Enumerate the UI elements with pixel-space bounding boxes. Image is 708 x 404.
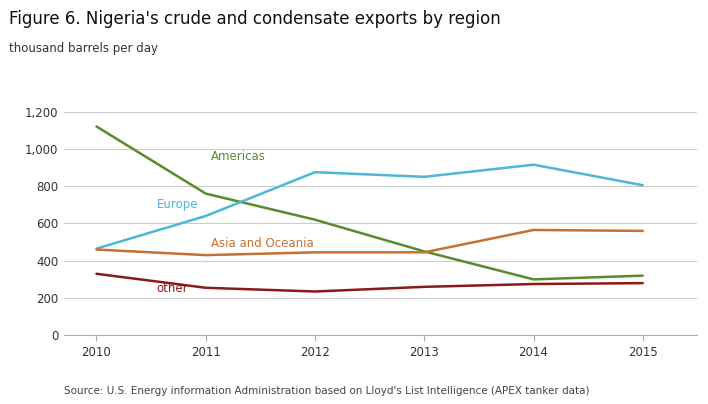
Text: other: other — [156, 282, 188, 295]
Text: thousand barrels per day: thousand barrels per day — [9, 42, 158, 55]
Text: Asia and Oceania: Asia and Oceania — [211, 238, 314, 250]
Text: Americas: Americas — [211, 150, 266, 163]
Text: Europe: Europe — [156, 198, 198, 211]
Text: Source: U.S. Energy information Administration based on Lloyd's List Intelligenc: Source: U.S. Energy information Administ… — [64, 386, 589, 396]
Text: Figure 6. Nigeria's crude and condensate exports by region: Figure 6. Nigeria's crude and condensate… — [9, 10, 501, 28]
